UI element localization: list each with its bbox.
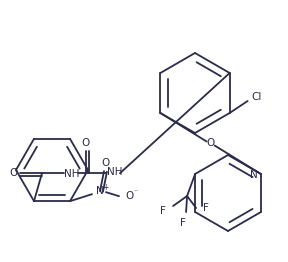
Text: +: +	[102, 183, 108, 192]
Text: O: O	[101, 158, 109, 168]
Text: O: O	[9, 168, 17, 178]
Text: F: F	[203, 203, 209, 213]
Text: NH: NH	[64, 169, 80, 179]
Text: Cl: Cl	[251, 92, 262, 102]
Text: N: N	[250, 170, 258, 180]
Text: O: O	[82, 138, 90, 148]
Text: O: O	[126, 191, 134, 201]
Text: ⁻: ⁻	[134, 188, 138, 197]
Text: N: N	[96, 186, 104, 196]
Text: F: F	[160, 206, 166, 216]
Text: NH: NH	[107, 167, 123, 177]
Text: F: F	[180, 218, 186, 228]
Text: O: O	[206, 139, 215, 149]
